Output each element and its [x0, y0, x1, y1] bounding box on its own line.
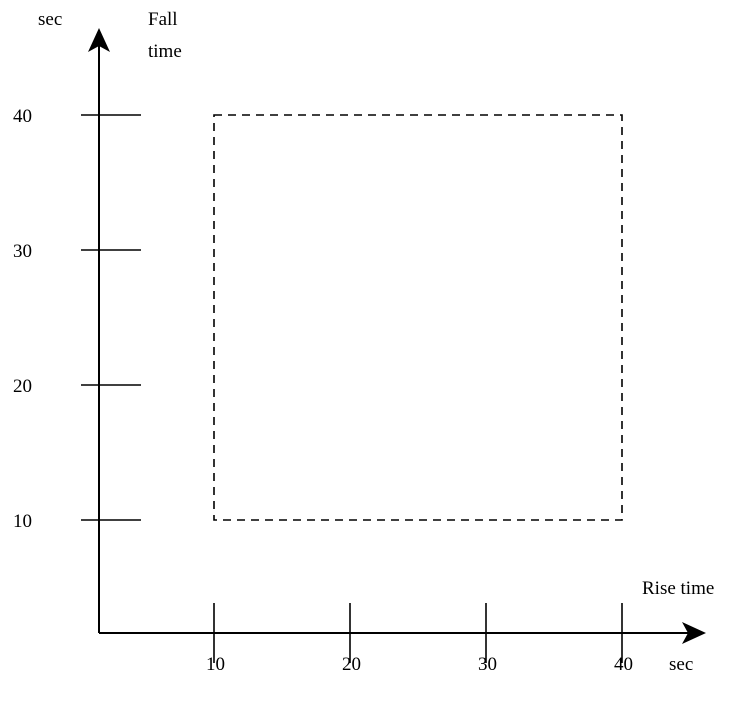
- y-axis-arrowhead: [88, 28, 110, 52]
- y-tick-label: 30: [13, 241, 32, 262]
- x-axis-arrowhead: [682, 622, 706, 644]
- x-axis-unit: sec: [669, 654, 693, 675]
- x-tick-label: 40: [614, 654, 633, 675]
- y-tick-label: 20: [13, 376, 32, 397]
- x-tick-label: 10: [206, 654, 225, 675]
- y-tick-label: 10: [13, 511, 32, 532]
- x-tick-label: 20: [342, 654, 361, 675]
- y-axis-title: Fall time: [148, 9, 182, 62]
- dashed-region-box: [213, 114, 623, 521]
- x-ticks: 10 20 30 40: [206, 603, 633, 675]
- y-tick-label: 40: [13, 106, 32, 127]
- y-axis-unit: sec: [38, 9, 62, 30]
- y-ticks: 10 20 30 40: [13, 106, 141, 532]
- x-axis-title: Rise time: [642, 578, 714, 599]
- x-tick-label: 30: [478, 654, 497, 675]
